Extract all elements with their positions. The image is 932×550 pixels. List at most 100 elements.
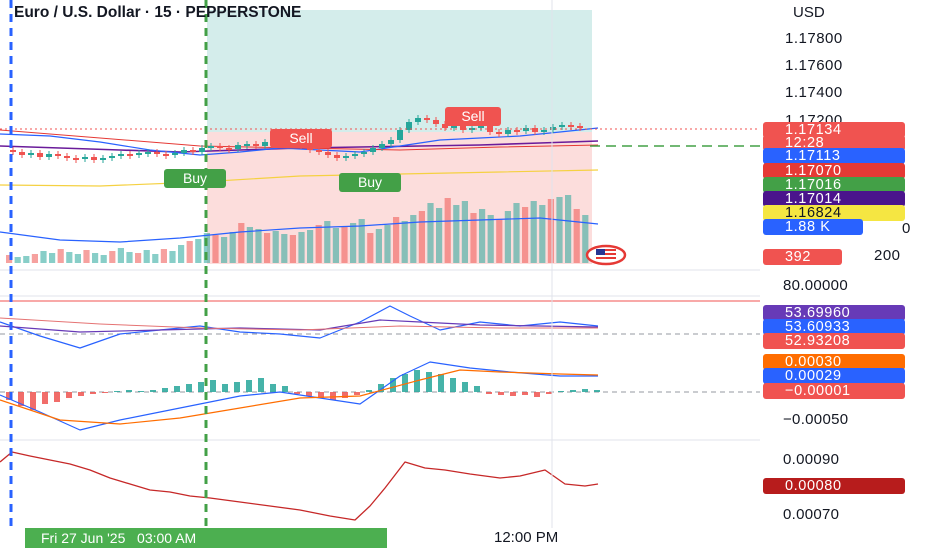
candle bbox=[370, 148, 376, 152]
ma-line-yellow bbox=[0, 169, 599, 187]
candle bbox=[154, 152, 160, 154]
macd-histogram-bar bbox=[450, 378, 456, 392]
macd-histogram-bar bbox=[486, 392, 492, 394]
volume-bar bbox=[410, 215, 417, 263]
macd-histogram-bar bbox=[114, 391, 120, 392]
candle bbox=[109, 156, 115, 158]
volume-bar bbox=[66, 252, 73, 263]
volume-bar bbox=[556, 197, 563, 263]
macd-histogram-bar bbox=[426, 372, 432, 392]
volume-bar bbox=[186, 241, 193, 263]
macd-histogram-bar bbox=[402, 374, 408, 392]
macd-histogram-bar bbox=[90, 392, 96, 394]
candle bbox=[559, 125, 565, 127]
volume-bar bbox=[393, 217, 400, 263]
ma-label: 1.17070 bbox=[763, 163, 905, 179]
volume-bar bbox=[221, 237, 228, 263]
macd-signal-line bbox=[0, 369, 599, 425]
candle bbox=[307, 146, 313, 150]
candle bbox=[37, 153, 43, 157]
currency-label[interactable]: USD bbox=[793, 4, 825, 21]
macd-histogram-bar bbox=[150, 390, 156, 392]
macd-histogram-bar bbox=[102, 392, 108, 393]
volume-bar bbox=[436, 208, 443, 263]
macd-histogram-bar bbox=[498, 392, 504, 395]
volume-bar bbox=[6, 255, 13, 263]
candle bbox=[505, 130, 511, 134]
candle bbox=[433, 120, 439, 124]
ma-label: 1.17014 bbox=[763, 191, 905, 207]
macd-histogram-bar bbox=[54, 392, 60, 402]
macd-histogram-bar bbox=[222, 384, 228, 392]
candle bbox=[19, 152, 25, 155]
volume-bar bbox=[461, 201, 468, 263]
candle bbox=[316, 150, 322, 152]
volume-bar bbox=[453, 205, 460, 263]
candle bbox=[226, 148, 232, 150]
rsi-label: 53.69960 bbox=[763, 305, 905, 321]
volume-bar bbox=[92, 253, 99, 263]
volume-bar bbox=[350, 223, 357, 263]
macd-histogram-bar bbox=[198, 382, 204, 392]
candle bbox=[253, 144, 259, 146]
buy-signal: Buy bbox=[339, 173, 401, 192]
volume-ma-line bbox=[0, 217, 599, 243]
macd-histogram-bar bbox=[546, 392, 552, 394]
candle bbox=[199, 148, 205, 152]
candle bbox=[262, 142, 268, 146]
sell-signal: Sell bbox=[270, 129, 332, 148]
candle bbox=[442, 124, 448, 128]
symbol-title[interactable]: Euro / U.S. Dollar · 15 · PEPPERSTONE bbox=[14, 4, 302, 21]
candle bbox=[73, 158, 79, 160]
candle bbox=[460, 126, 466, 130]
macd-histogram-bar bbox=[318, 392, 324, 398]
volume-bar bbox=[229, 232, 236, 263]
price-tick: 1.17600 bbox=[785, 57, 843, 74]
macd-histogram-bar bbox=[474, 386, 480, 392]
volume-bar bbox=[315, 225, 322, 263]
volume-bar bbox=[444, 198, 451, 263]
volume-bar bbox=[479, 209, 486, 263]
atr-label: 0.00080 bbox=[763, 478, 905, 494]
candle bbox=[181, 150, 187, 153]
volume-label: 392 bbox=[763, 249, 842, 265]
macd-histogram-bar bbox=[366, 390, 372, 392]
macd-histogram-bar bbox=[42, 392, 48, 404]
volume-bar bbox=[470, 213, 477, 263]
macd-histogram-bar bbox=[18, 392, 24, 406]
volume-bar bbox=[375, 229, 382, 263]
macd-histogram-bar bbox=[126, 390, 132, 392]
volume-bar bbox=[298, 232, 305, 263]
volume-bar bbox=[143, 250, 150, 263]
candle bbox=[415, 118, 421, 122]
macd-histogram-bar bbox=[306, 392, 312, 396]
volume-bar bbox=[358, 219, 365, 263]
rsi-level-label: 52.93208 bbox=[763, 333, 905, 349]
candle bbox=[100, 158, 106, 160]
macd-signal-label: 0.00030 bbox=[763, 354, 905, 370]
volume-bar bbox=[281, 234, 288, 263]
volume-bar bbox=[212, 235, 219, 263]
macd-histogram-bar bbox=[294, 392, 300, 394]
ma-label: 1.17113 bbox=[763, 148, 905, 164]
candle bbox=[514, 130, 520, 132]
volume-bar bbox=[169, 251, 176, 263]
volume-bar bbox=[487, 215, 494, 263]
volume-bar bbox=[539, 205, 546, 263]
volume-bar bbox=[23, 256, 30, 263]
macd-histogram-bar bbox=[66, 392, 72, 398]
candle bbox=[208, 146, 214, 148]
macd-histogram-bar bbox=[30, 392, 36, 410]
volume-bar bbox=[255, 229, 262, 263]
volume-bar bbox=[264, 233, 271, 263]
rsi-tick: 80.00000 bbox=[783, 277, 848, 294]
macd-histogram-bar bbox=[582, 389, 588, 392]
candle bbox=[406, 122, 412, 130]
candle bbox=[577, 126, 583, 128]
us-flag-icon[interactable] bbox=[585, 244, 627, 266]
candle bbox=[496, 132, 502, 134]
macd-histogram-label: −0.00001 bbox=[763, 383, 905, 399]
macd-histogram-bar bbox=[594, 390, 600, 392]
candle bbox=[145, 152, 151, 154]
